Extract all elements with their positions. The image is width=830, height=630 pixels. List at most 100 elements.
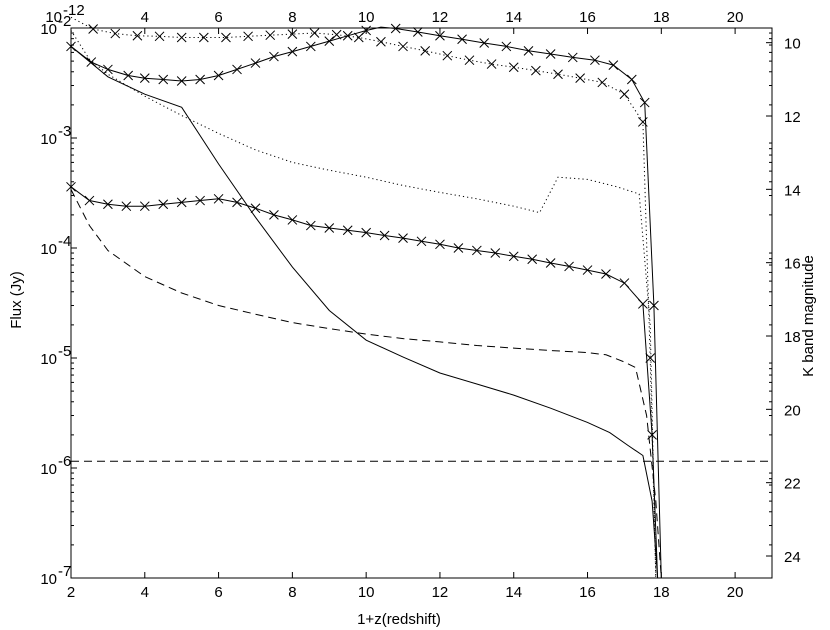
series-5-marker [176, 197, 187, 208]
series-5-marker [66, 181, 76, 192]
series-5-marker [379, 230, 390, 241]
series-3-marker [287, 29, 298, 39]
x-top-tick-label: 16 [579, 9, 596, 26]
y-tick-label: 10 [40, 461, 57, 478]
series-2-marker [232, 64, 242, 75]
series-2-marker [195, 74, 205, 85]
y-tick-exponent: -5 [58, 343, 71, 360]
x-tick-label: 14 [505, 584, 522, 601]
series-2-marker [139, 73, 150, 84]
y-tick-label: 10 [40, 241, 57, 258]
series-5-marker [564, 261, 574, 272]
series-line-1 [70, 46, 659, 579]
series-2-marker [158, 74, 169, 85]
y-tick-exponent: -3 [58, 123, 71, 140]
x-tick-label: 4 [141, 584, 149, 601]
series-2-marker [86, 57, 97, 67]
series-3-marker [309, 28, 320, 38]
y-tick-label: 10 [40, 21, 57, 38]
plot-frame [70, 27, 773, 579]
series-3-marker [376, 36, 386, 47]
y2-axis-label: K band magnitude [800, 255, 817, 377]
y-tick-exponent: -6 [58, 453, 71, 470]
y2-tick-label: 12 [784, 109, 801, 126]
y2-tick-label: 24 [784, 549, 801, 566]
series-5-marker [416, 236, 427, 247]
series-2-marker [342, 30, 353, 41]
series-2-marker [213, 70, 224, 81]
series-5-marker [195, 195, 205, 206]
series-5-marker [232, 197, 242, 208]
series-3-marker [464, 55, 475, 66]
series-3-marker [331, 29, 342, 40]
y-tick-exponent: -7 [58, 563, 71, 580]
series-3-marker [508, 62, 519, 73]
axis-ticks [70, 27, 772, 579]
x-top-tick-label: 4 [141, 9, 149, 26]
series-3-marker [575, 73, 586, 84]
series-2-marker [479, 38, 490, 48]
y-tick-label: 10 [40, 351, 57, 368]
series-3-marker [176, 32, 187, 43]
series-2-marker [305, 41, 316, 52]
series-5-marker [305, 220, 316, 231]
x-top-tick-label: 12 [432, 9, 449, 26]
series-line-3 [70, 16, 657, 579]
series-5-marker [324, 223, 335, 233]
x-top-tick-label: 8 [288, 9, 296, 26]
top-corner-label: 10 [45, 9, 62, 26]
series-2-marker [123, 70, 134, 81]
series-3-marker [619, 89, 630, 100]
series-line-2 [70, 26, 662, 579]
series-2-marker [649, 300, 659, 311]
series-3-marker [198, 32, 209, 43]
series-5-marker [342, 225, 353, 236]
series-2-marker [176, 76, 187, 86]
series-2-marker [626, 74, 637, 85]
series-5-marker [84, 195, 95, 206]
series-2-marker [435, 30, 445, 41]
x-tick-label: 2 [67, 584, 75, 601]
series-3-marker [553, 69, 563, 80]
series-5-marker [213, 193, 224, 204]
series-5-marker [582, 265, 593, 275]
y-tick-exponent: -4 [58, 233, 71, 250]
x-tick-label: 6 [214, 584, 222, 601]
series-3-marker [486, 59, 497, 69]
series-5-marker [545, 258, 556, 268]
series-5-marker [287, 215, 298, 225]
series-group [66, 16, 772, 579]
series-2-marker [501, 41, 512, 52]
series-3-marker [638, 117, 648, 127]
x-top-tick-label: 18 [653, 9, 670, 26]
series-5-marker [121, 201, 132, 212]
series-2-marker [324, 36, 335, 46]
y2-tick-label: 16 [784, 256, 801, 273]
series-3-marker [88, 24, 98, 34]
series-2-marker [250, 58, 261, 68]
series-5-marker [471, 245, 482, 256]
series-2-marker [103, 64, 113, 75]
series-2-marker [287, 46, 298, 57]
series-2-marker [545, 49, 556, 59]
series-5-marker [638, 299, 648, 309]
y-tick-label: 10 [40, 131, 57, 148]
series-line-5 [70, 186, 659, 579]
x-axis-label: 1+z(redshift) [357, 611, 441, 628]
y2-tick-label: 18 [784, 329, 801, 346]
series-5-marker [103, 199, 113, 210]
x-top-tick-label: 10 [358, 9, 375, 26]
series-3-marker [597, 77, 608, 88]
x-tick-label: 18 [653, 584, 670, 601]
series-2-marker [639, 97, 650, 108]
series-3-marker [420, 45, 431, 56]
series-3-marker [353, 32, 364, 43]
y-axis-label: Flux (Jy) [8, 271, 25, 329]
series-2-marker [412, 27, 423, 37]
series-3-marker [154, 31, 165, 42]
series-3-marker [221, 32, 231, 43]
series-2-marker [269, 51, 279, 62]
y2-tick-label: 20 [784, 402, 801, 419]
series-line-4 [70, 30, 657, 579]
